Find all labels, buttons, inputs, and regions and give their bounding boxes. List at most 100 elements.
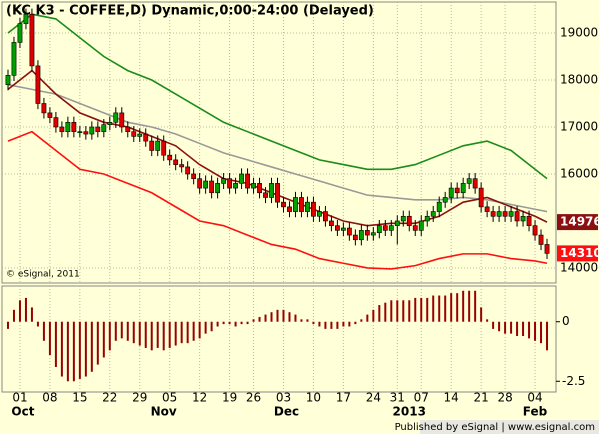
bar [264, 314, 267, 322]
candle-body [382, 225, 388, 231]
candle-body [131, 131, 137, 137]
candle-body [143, 133, 149, 142]
candle-body [107, 121, 113, 125]
bar [474, 290, 477, 322]
candle-body [161, 140, 167, 156]
y-tick-label: -2.5 [562, 374, 585, 388]
bar [510, 321, 513, 334]
indicator-line [7, 83, 548, 213]
candle-body [323, 211, 328, 222]
candle-body [149, 140, 155, 151]
candle-body [113, 112, 119, 123]
candle-body [466, 178, 472, 184]
bar [78, 321, 81, 379]
x-tick-label: 03 [276, 391, 291, 405]
candle-body [263, 192, 268, 198]
month-label: Dec [274, 405, 299, 419]
bar [234, 321, 237, 327]
candle-body [400, 215, 406, 222]
bar [114, 321, 117, 341]
price-label: 14976 [560, 215, 599, 229]
month-label: Oct [11, 405, 34, 419]
candle-body [508, 211, 514, 217]
x-tick-label: 31 [390, 391, 405, 405]
candle-body [35, 65, 41, 104]
bar [468, 290, 471, 322]
bar [438, 295, 441, 322]
candle-body [269, 183, 274, 198]
candle-body [215, 183, 221, 194]
bar [222, 321, 225, 325]
bar [144, 321, 147, 348]
candle-body [101, 124, 107, 132]
candle-body [209, 180, 215, 194]
bar [108, 321, 111, 351]
x-tick-label: 04 [527, 391, 542, 405]
price-label-box [557, 245, 598, 262]
candle-body [137, 133, 143, 137]
bar [534, 321, 537, 341]
month-label: Nov [151, 405, 177, 419]
candle-body [29, 13, 35, 67]
candle-body [197, 178, 203, 189]
bar [402, 300, 405, 322]
candle-body [317, 211, 322, 217]
candle-body [448, 187, 454, 198]
candle-body [47, 112, 53, 118]
y-tick-label: 16000 [560, 166, 598, 180]
candle-body [346, 227, 352, 236]
bar [300, 319, 303, 322]
candle-body [376, 225, 382, 234]
candle-body [239, 173, 244, 184]
candle-body [352, 234, 358, 241]
bar [540, 321, 543, 344]
x-tick-label: 12 [192, 391, 207, 405]
indicator-panel [1, 285, 557, 393]
price-label: 14310 [560, 246, 599, 260]
candle-body [514, 211, 520, 222]
bar [294, 314, 297, 322]
candle-body [454, 187, 460, 194]
bar [462, 290, 465, 322]
candle-body [65, 121, 71, 132]
x-tick-label: 10 [306, 391, 321, 405]
candle-body [83, 131, 89, 135]
bar [156, 321, 159, 348]
candle-body [370, 232, 376, 236]
bar [270, 312, 273, 322]
candle-body [305, 201, 310, 212]
bar [354, 321, 357, 325]
candle-body [406, 215, 412, 226]
x-tick-label: 28 [497, 391, 512, 405]
candle-body [5, 75, 11, 86]
candle-body [77, 131, 83, 133]
y-tick-label: 0 [562, 314, 570, 328]
bar [306, 319, 309, 322]
candle-body [173, 159, 179, 165]
footer: Published by eSignal | www.esignal.com [395, 422, 595, 433]
bar [366, 314, 369, 322]
y-tick-label: 18000 [560, 73, 598, 87]
y-tick-label: 17000 [560, 119, 598, 133]
x-tick-label: 22 [102, 391, 117, 405]
candle-body [460, 183, 466, 194]
candle-body [490, 211, 496, 217]
bar [516, 321, 519, 337]
bar [312, 321, 315, 325]
x-tick-label: 17 [336, 391, 351, 405]
bar [390, 300, 393, 322]
candle-body [251, 183, 256, 189]
bar [42, 321, 45, 341]
candle-body [478, 187, 484, 208]
candle-body [233, 183, 238, 189]
candle-body [23, 13, 29, 24]
candle-body [167, 154, 173, 161]
price-label-box [557, 214, 598, 231]
bar [246, 321, 249, 325]
candle-body [119, 112, 125, 128]
bar [90, 321, 93, 372]
bar [330, 321, 333, 329]
price-panel [1, 1, 557, 284]
candle-body [53, 117, 59, 128]
